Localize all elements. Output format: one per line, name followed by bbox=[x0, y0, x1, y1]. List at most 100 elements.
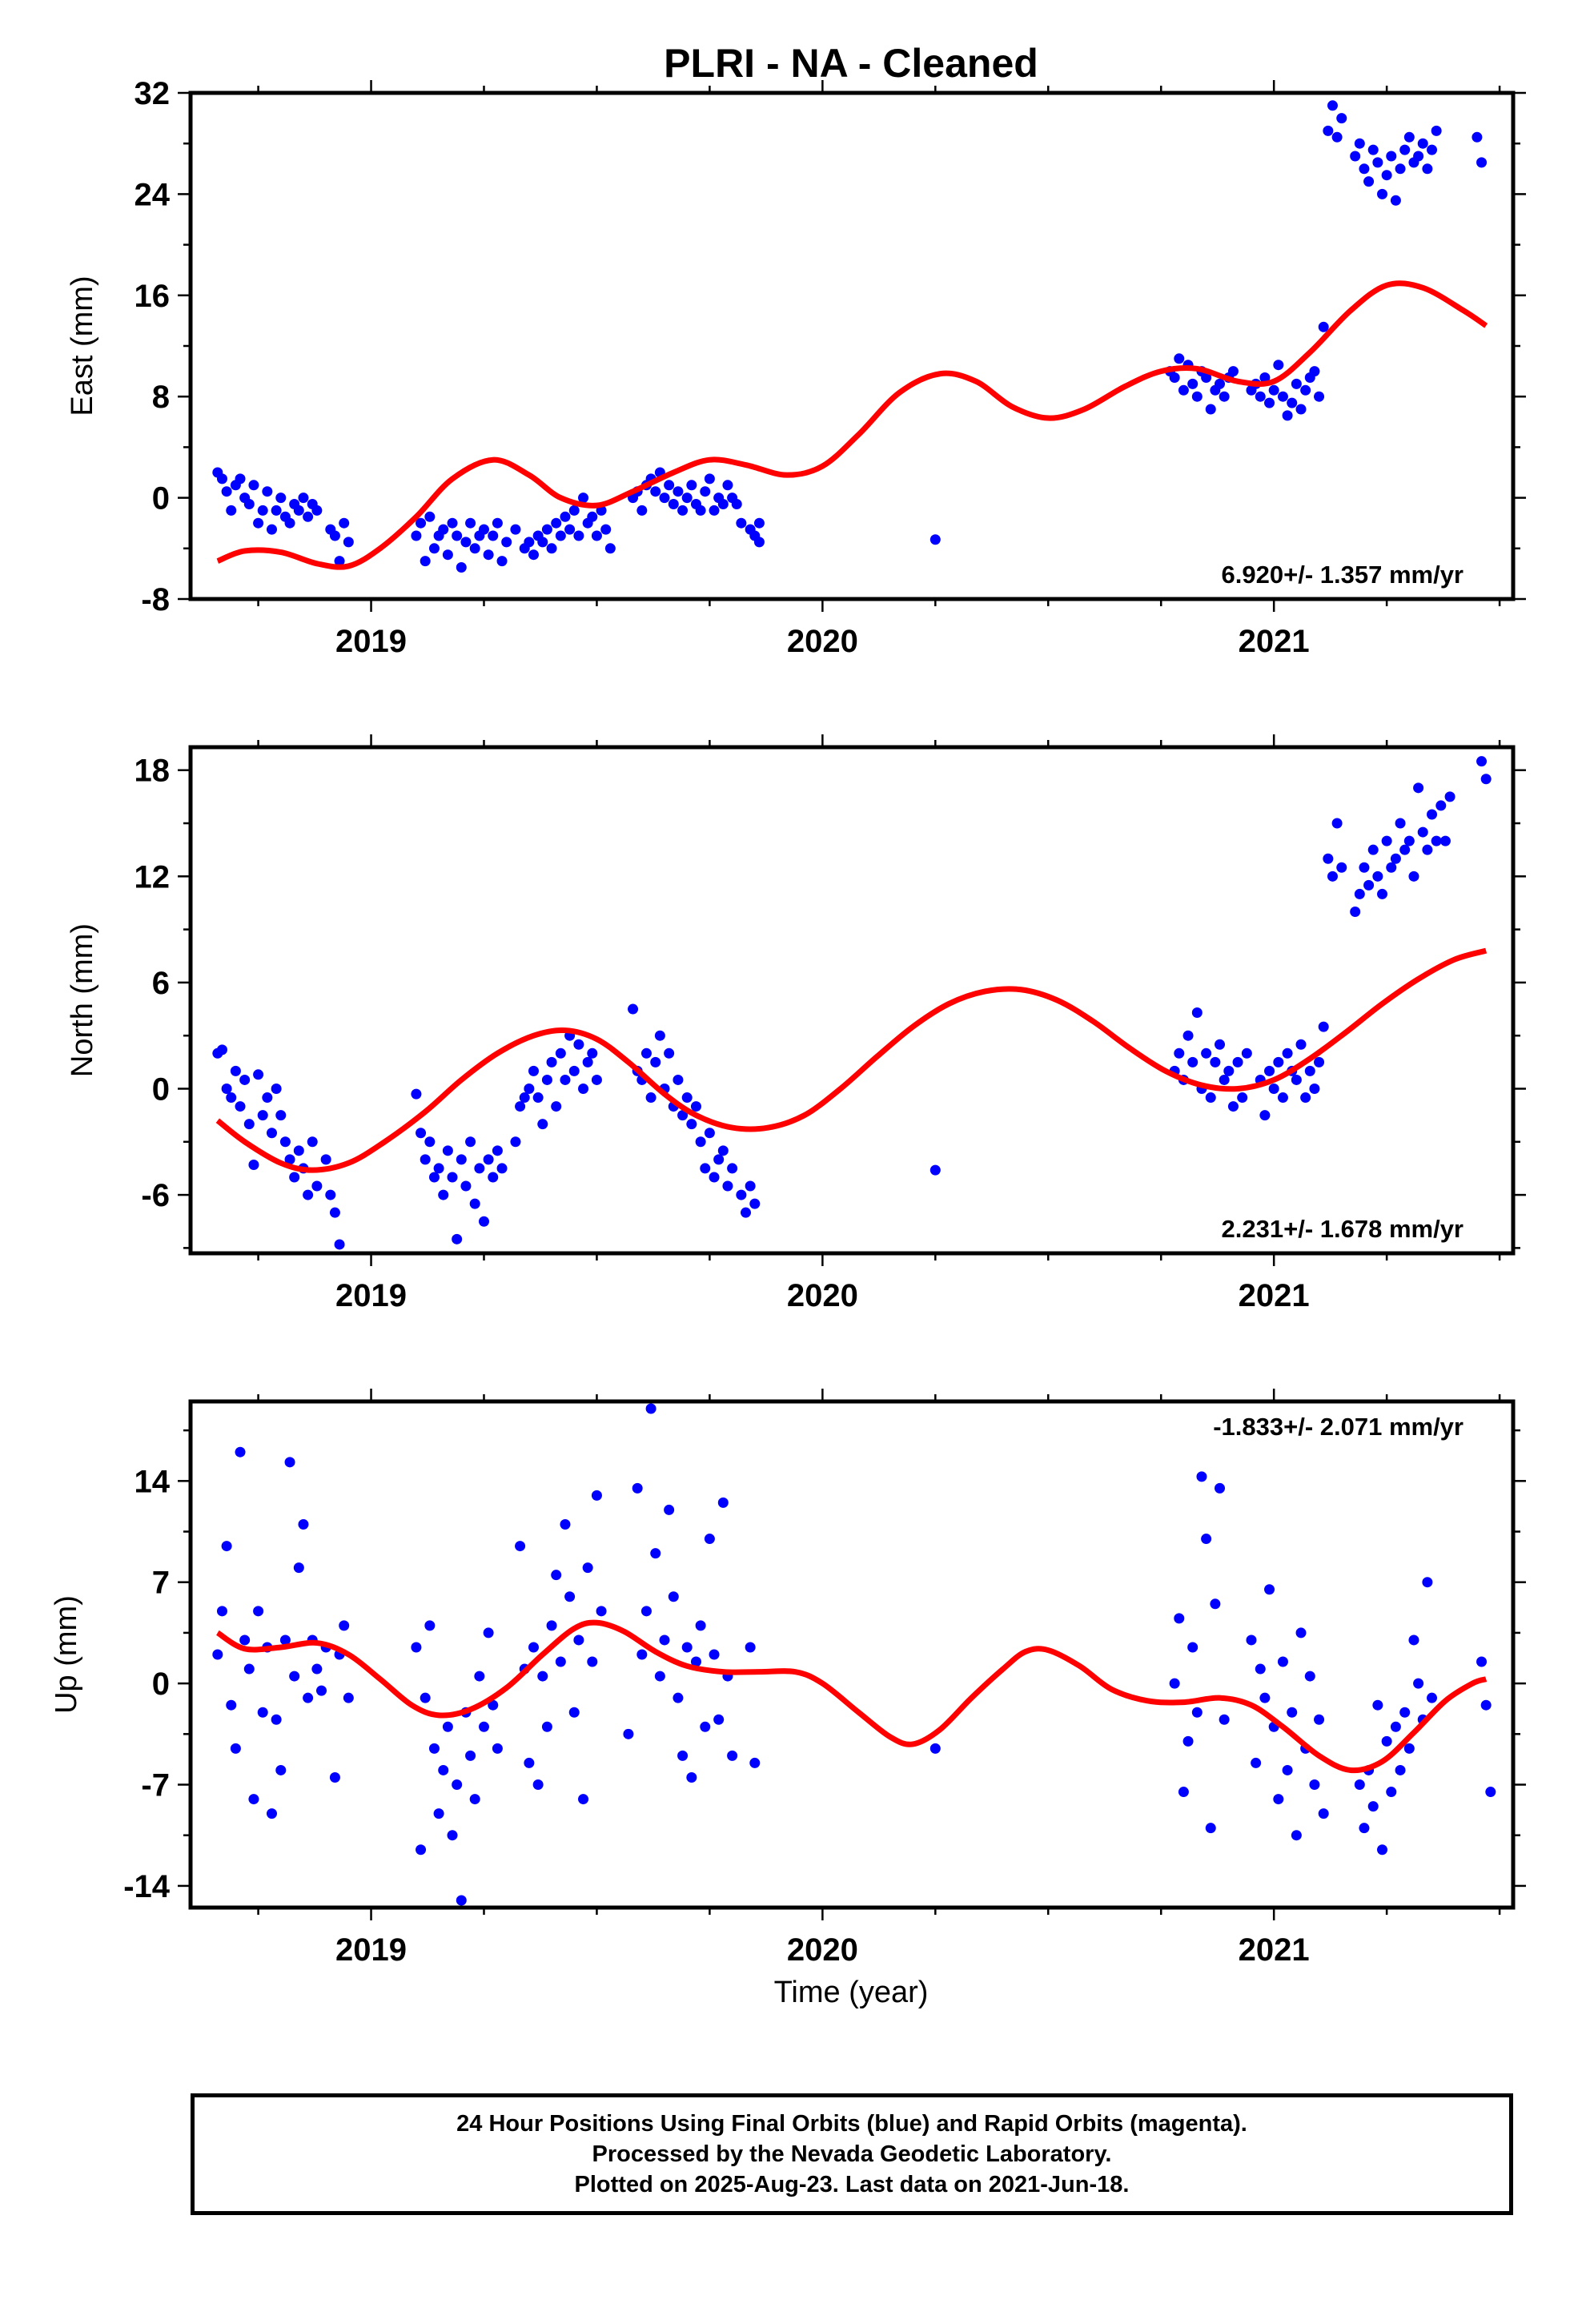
up-data-point bbox=[596, 1606, 607, 1617]
up-data-point bbox=[1422, 1577, 1433, 1588]
east-data-point bbox=[1227, 366, 1239, 377]
north-data-point bbox=[573, 1039, 584, 1050]
east-data-point bbox=[416, 517, 427, 529]
east-data-point bbox=[1431, 125, 1442, 136]
up-data-point bbox=[1403, 1743, 1415, 1754]
east-data-point bbox=[930, 534, 941, 545]
up-data-point bbox=[253, 1606, 264, 1617]
east-data-point bbox=[600, 524, 612, 535]
east-data-point bbox=[1381, 170, 1392, 181]
up-data-point bbox=[1367, 1801, 1379, 1812]
east-data-point bbox=[1472, 131, 1483, 143]
up-data-point bbox=[438, 1764, 449, 1775]
east-data-point bbox=[1273, 360, 1284, 371]
up-data-point bbox=[1476, 1656, 1488, 1667]
up-data-point bbox=[745, 1642, 756, 1653]
footer-caption-box: 24 Hour Positions Using Final Orbits (bl… bbox=[191, 2093, 1513, 2215]
east-y-tick-label: -8 bbox=[141, 582, 170, 617]
north-data-point bbox=[1439, 835, 1451, 846]
up-y-tick-label: 14 bbox=[135, 1464, 171, 1499]
up-data-point bbox=[424, 1620, 436, 1631]
north-data-point bbox=[1241, 1047, 1252, 1059]
east-data-point bbox=[1219, 391, 1230, 402]
panel-east: 2019 2020 2021 -8 0 8 16 24 32 East (mm) 6.920+/- … bbox=[66, 76, 1526, 659]
up-data-point bbox=[709, 1649, 720, 1660]
east-data-point bbox=[1427, 144, 1438, 155]
north-frame bbox=[188, 745, 1516, 1256]
up-data-point bbox=[515, 1541, 526, 1552]
up-data-point bbox=[645, 1403, 656, 1414]
footer-line-2: Processed by the Nevada Geodetic Laborat… bbox=[592, 2141, 1112, 2167]
up-data-point bbox=[452, 1779, 463, 1791]
north-data-point bbox=[1227, 1101, 1239, 1112]
north-data-point bbox=[650, 1056, 661, 1068]
east-data-point bbox=[1403, 131, 1415, 143]
up-data-point bbox=[1169, 1678, 1180, 1689]
north-data-point bbox=[235, 1101, 246, 1112]
east-data-point bbox=[1268, 384, 1279, 396]
north-data-point bbox=[420, 1154, 431, 1165]
north-data-point bbox=[303, 1189, 314, 1200]
north-x-tick-label: 2020 bbox=[787, 1278, 858, 1313]
north-data-point bbox=[221, 1083, 232, 1094]
east-data-point bbox=[686, 480, 697, 491]
north-data-point bbox=[1291, 1074, 1302, 1085]
north-data-point bbox=[416, 1128, 427, 1139]
east-data-point bbox=[226, 505, 237, 516]
north-data-point bbox=[1300, 1092, 1311, 1104]
north-data-point bbox=[1182, 1030, 1194, 1041]
east-data-point bbox=[420, 556, 431, 567]
up-data-point bbox=[416, 1844, 427, 1856]
up-data-point bbox=[492, 1743, 503, 1754]
east-data-point bbox=[343, 537, 354, 548]
up-data-point bbox=[1295, 1627, 1307, 1638]
north-data-point bbox=[257, 1110, 268, 1121]
up-data-point bbox=[1219, 1714, 1230, 1725]
up-y-tick-label: 0 bbox=[152, 1667, 170, 1702]
up-data-point bbox=[447, 1830, 458, 1841]
north-data-point bbox=[555, 1047, 566, 1059]
east-data-point bbox=[1291, 378, 1302, 389]
north-y-tick-label: 0 bbox=[152, 1072, 170, 1107]
north-data-point bbox=[1367, 844, 1379, 855]
north-data-point bbox=[1413, 782, 1424, 794]
up-data-point bbox=[664, 1504, 675, 1515]
up-data-point bbox=[632, 1482, 643, 1494]
up-data-point bbox=[1386, 1787, 1397, 1798]
east-data-point bbox=[303, 511, 314, 522]
north-data-point bbox=[311, 1180, 323, 1192]
north-data-point bbox=[325, 1189, 336, 1200]
north-data-point bbox=[1350, 907, 1361, 918]
east-y-tick-label: 24 bbox=[135, 177, 171, 212]
north-data-point bbox=[727, 1163, 738, 1174]
east-data-point bbox=[253, 517, 264, 529]
north-data-point bbox=[686, 1119, 697, 1130]
north-data-point bbox=[1408, 870, 1419, 882]
up-data-point bbox=[1413, 1678, 1424, 1689]
up-data-point bbox=[591, 1490, 602, 1501]
east-fit-curve bbox=[216, 280, 1488, 570]
up-data-point bbox=[488, 1699, 499, 1711]
north-data-point bbox=[438, 1189, 449, 1200]
east-data-point bbox=[501, 537, 512, 548]
up-data-point bbox=[930, 1743, 941, 1754]
east-data-point bbox=[1264, 397, 1275, 408]
east-data-point bbox=[257, 505, 268, 516]
east-data-point bbox=[460, 537, 472, 548]
east-data-point bbox=[560, 511, 571, 522]
east-data-point bbox=[1386, 151, 1397, 162]
up-data-point bbox=[573, 1634, 584, 1646]
up-x-tick-label: 2021 bbox=[1239, 1932, 1310, 1968]
north-data-point bbox=[1318, 1021, 1329, 1032]
up-data-point bbox=[1205, 1823, 1216, 1834]
north-data-point bbox=[1476, 756, 1488, 767]
east-data-point bbox=[262, 486, 273, 497]
north-data-point bbox=[1304, 1065, 1315, 1076]
north-data-point bbox=[1336, 862, 1347, 873]
east-data-point bbox=[478, 524, 489, 535]
up-y-tick-label: -7 bbox=[141, 1768, 170, 1803]
east-data-point bbox=[428, 543, 440, 554]
up-data-point bbox=[303, 1692, 314, 1703]
panel-north: 2019 2020 2021 -6 0 6 12 18 North (mm) 2.231+/- 1… bbox=[66, 734, 1526, 1313]
east-data-point bbox=[700, 486, 711, 497]
